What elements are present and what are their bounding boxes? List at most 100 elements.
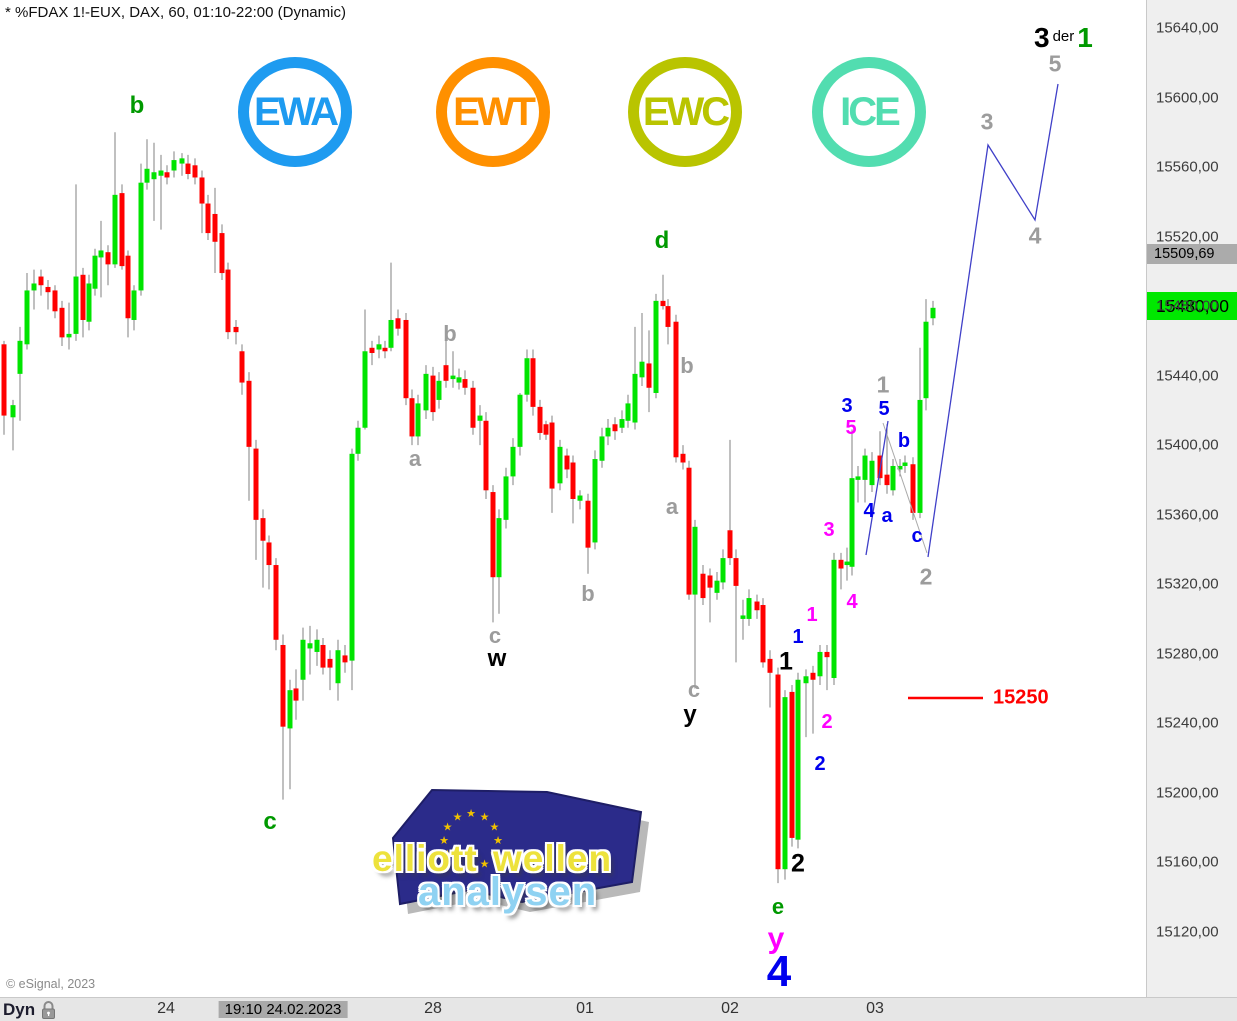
last-price-box: 15480,00: [1147, 292, 1237, 321]
wave-degree-annotation: 3 der 1: [1034, 22, 1093, 54]
candle-body: [307, 643, 313, 649]
date-tick: 03: [866, 1000, 884, 1017]
candle-body: [592, 459, 598, 543]
candle-body: [517, 394, 523, 447]
candle-body: [646, 363, 652, 388]
candle-body: [910, 464, 916, 513]
candle-body: [436, 380, 442, 400]
price-tick: 15280,00: [1156, 645, 1219, 663]
wave-label-b: b: [897, 430, 911, 452]
candle-body: [31, 283, 37, 291]
candle-body: [612, 424, 618, 432]
candle-body: [293, 688, 299, 701]
candle-body: [349, 453, 355, 661]
candle-body: [246, 380, 252, 447]
wave-label-4: 4: [1028, 222, 1042, 249]
candle-body: [639, 361, 645, 378]
candle-body: [707, 575, 713, 588]
candle-body: [760, 605, 766, 663]
candle-body: [415, 403, 421, 437]
candle-body: [917, 399, 923, 513]
candle-body: [369, 347, 375, 354]
candle-body: [817, 651, 823, 677]
candle-body: [733, 558, 739, 586]
candle-body: [524, 358, 530, 395]
candle-body: [192, 165, 198, 178]
blue-projection-line: [927, 83, 1059, 558]
wave-label-2: 2: [821, 711, 833, 733]
candle-body: [45, 286, 51, 293]
candlestick-chart-canvas[interactable]: [0, 0, 1150, 1021]
wave-label-3: 3: [980, 108, 994, 135]
candle-body: [342, 655, 348, 663]
candle-body: [105, 252, 111, 265]
candle-body: [388, 319, 394, 348]
candle-body: [660, 300, 666, 307]
candle-body: [632, 373, 638, 423]
candle-body: [462, 379, 468, 388]
candle-body: [151, 172, 157, 180]
candle-body: [782, 697, 788, 870]
candle-body: [80, 274, 86, 320]
candle-body: [824, 651, 830, 658]
candle-body: [423, 373, 429, 411]
candle-body: [112, 194, 118, 265]
candle-body: [884, 474, 890, 486]
time-axis-bar[interactable]: Dyn 24 19:10 24.02.2023 28 01 02 03: [0, 997, 1237, 1021]
candle-body: [585, 500, 591, 548]
candle-body: [266, 542, 272, 566]
candle-body: [844, 561, 850, 566]
candle-body: [767, 658, 773, 673]
wave-label-c: c: [911, 525, 923, 547]
dynamic-scale-button[interactable]: Dyn: [3, 1000, 56, 1020]
candle-body: [362, 351, 368, 428]
prev-close-price-box: 15509,69: [1147, 244, 1237, 265]
degree-wave-1: 1: [1077, 22, 1093, 53]
candle-body: [287, 690, 293, 729]
candle-body: [10, 405, 16, 418]
candle-body: [775, 674, 781, 870]
candle-body: [382, 347, 388, 352]
candle-body: [831, 559, 837, 679]
candle-body: [403, 319, 409, 399]
candle-body: [335, 650, 341, 684]
date-tick: 24: [157, 1000, 175, 1017]
dyn-label: Dyn: [3, 1000, 36, 1019]
wave-label-5: 5: [878, 398, 890, 420]
candle-body: [260, 518, 266, 541]
candle-body: [430, 375, 436, 413]
candle-body: [605, 427, 611, 437]
candle-body: [17, 340, 23, 374]
candle-body: [125, 255, 131, 319]
wave-label-a: a: [881, 505, 893, 527]
candle-body: [740, 615, 746, 619]
candle-body: [470, 387, 476, 428]
wave-label-b: b: [443, 321, 457, 346]
candle-body: [24, 290, 30, 345]
wave-label-4: 4: [846, 591, 858, 613]
candle-body: [138, 182, 144, 291]
wave-label-c: c: [263, 808, 277, 835]
candle-body: [164, 172, 170, 178]
candle-body: [376, 344, 382, 350]
candle-body: [619, 419, 625, 428]
wave-label-y: y: [767, 922, 785, 955]
candle-body: [714, 580, 720, 593]
candle-body: [119, 193, 125, 267]
wave-label-3: 3: [823, 519, 835, 541]
candle-body: [720, 558, 726, 583]
copyright-text: © eSignal, 2023: [6, 977, 96, 991]
candle-body: [239, 351, 245, 383]
price-tick: 15600,00: [1156, 89, 1219, 107]
candle-body: [456, 377, 462, 383]
candle-body: [577, 495, 583, 501]
candle-body: [144, 168, 150, 183]
price-scale[interactable]: 15509,69 15480,00 15640,00 15600,00 15560,…: [1146, 0, 1237, 997]
candle-body: [537, 406, 543, 433]
candle-body: [557, 446, 563, 484]
price-tick: 15480,00: [1156, 297, 1219, 315]
candle-body: [73, 276, 79, 334]
price-tick: 15520,00: [1156, 228, 1219, 246]
wave-label-y: y: [683, 701, 697, 728]
price-tick: 15440,00: [1156, 367, 1219, 385]
